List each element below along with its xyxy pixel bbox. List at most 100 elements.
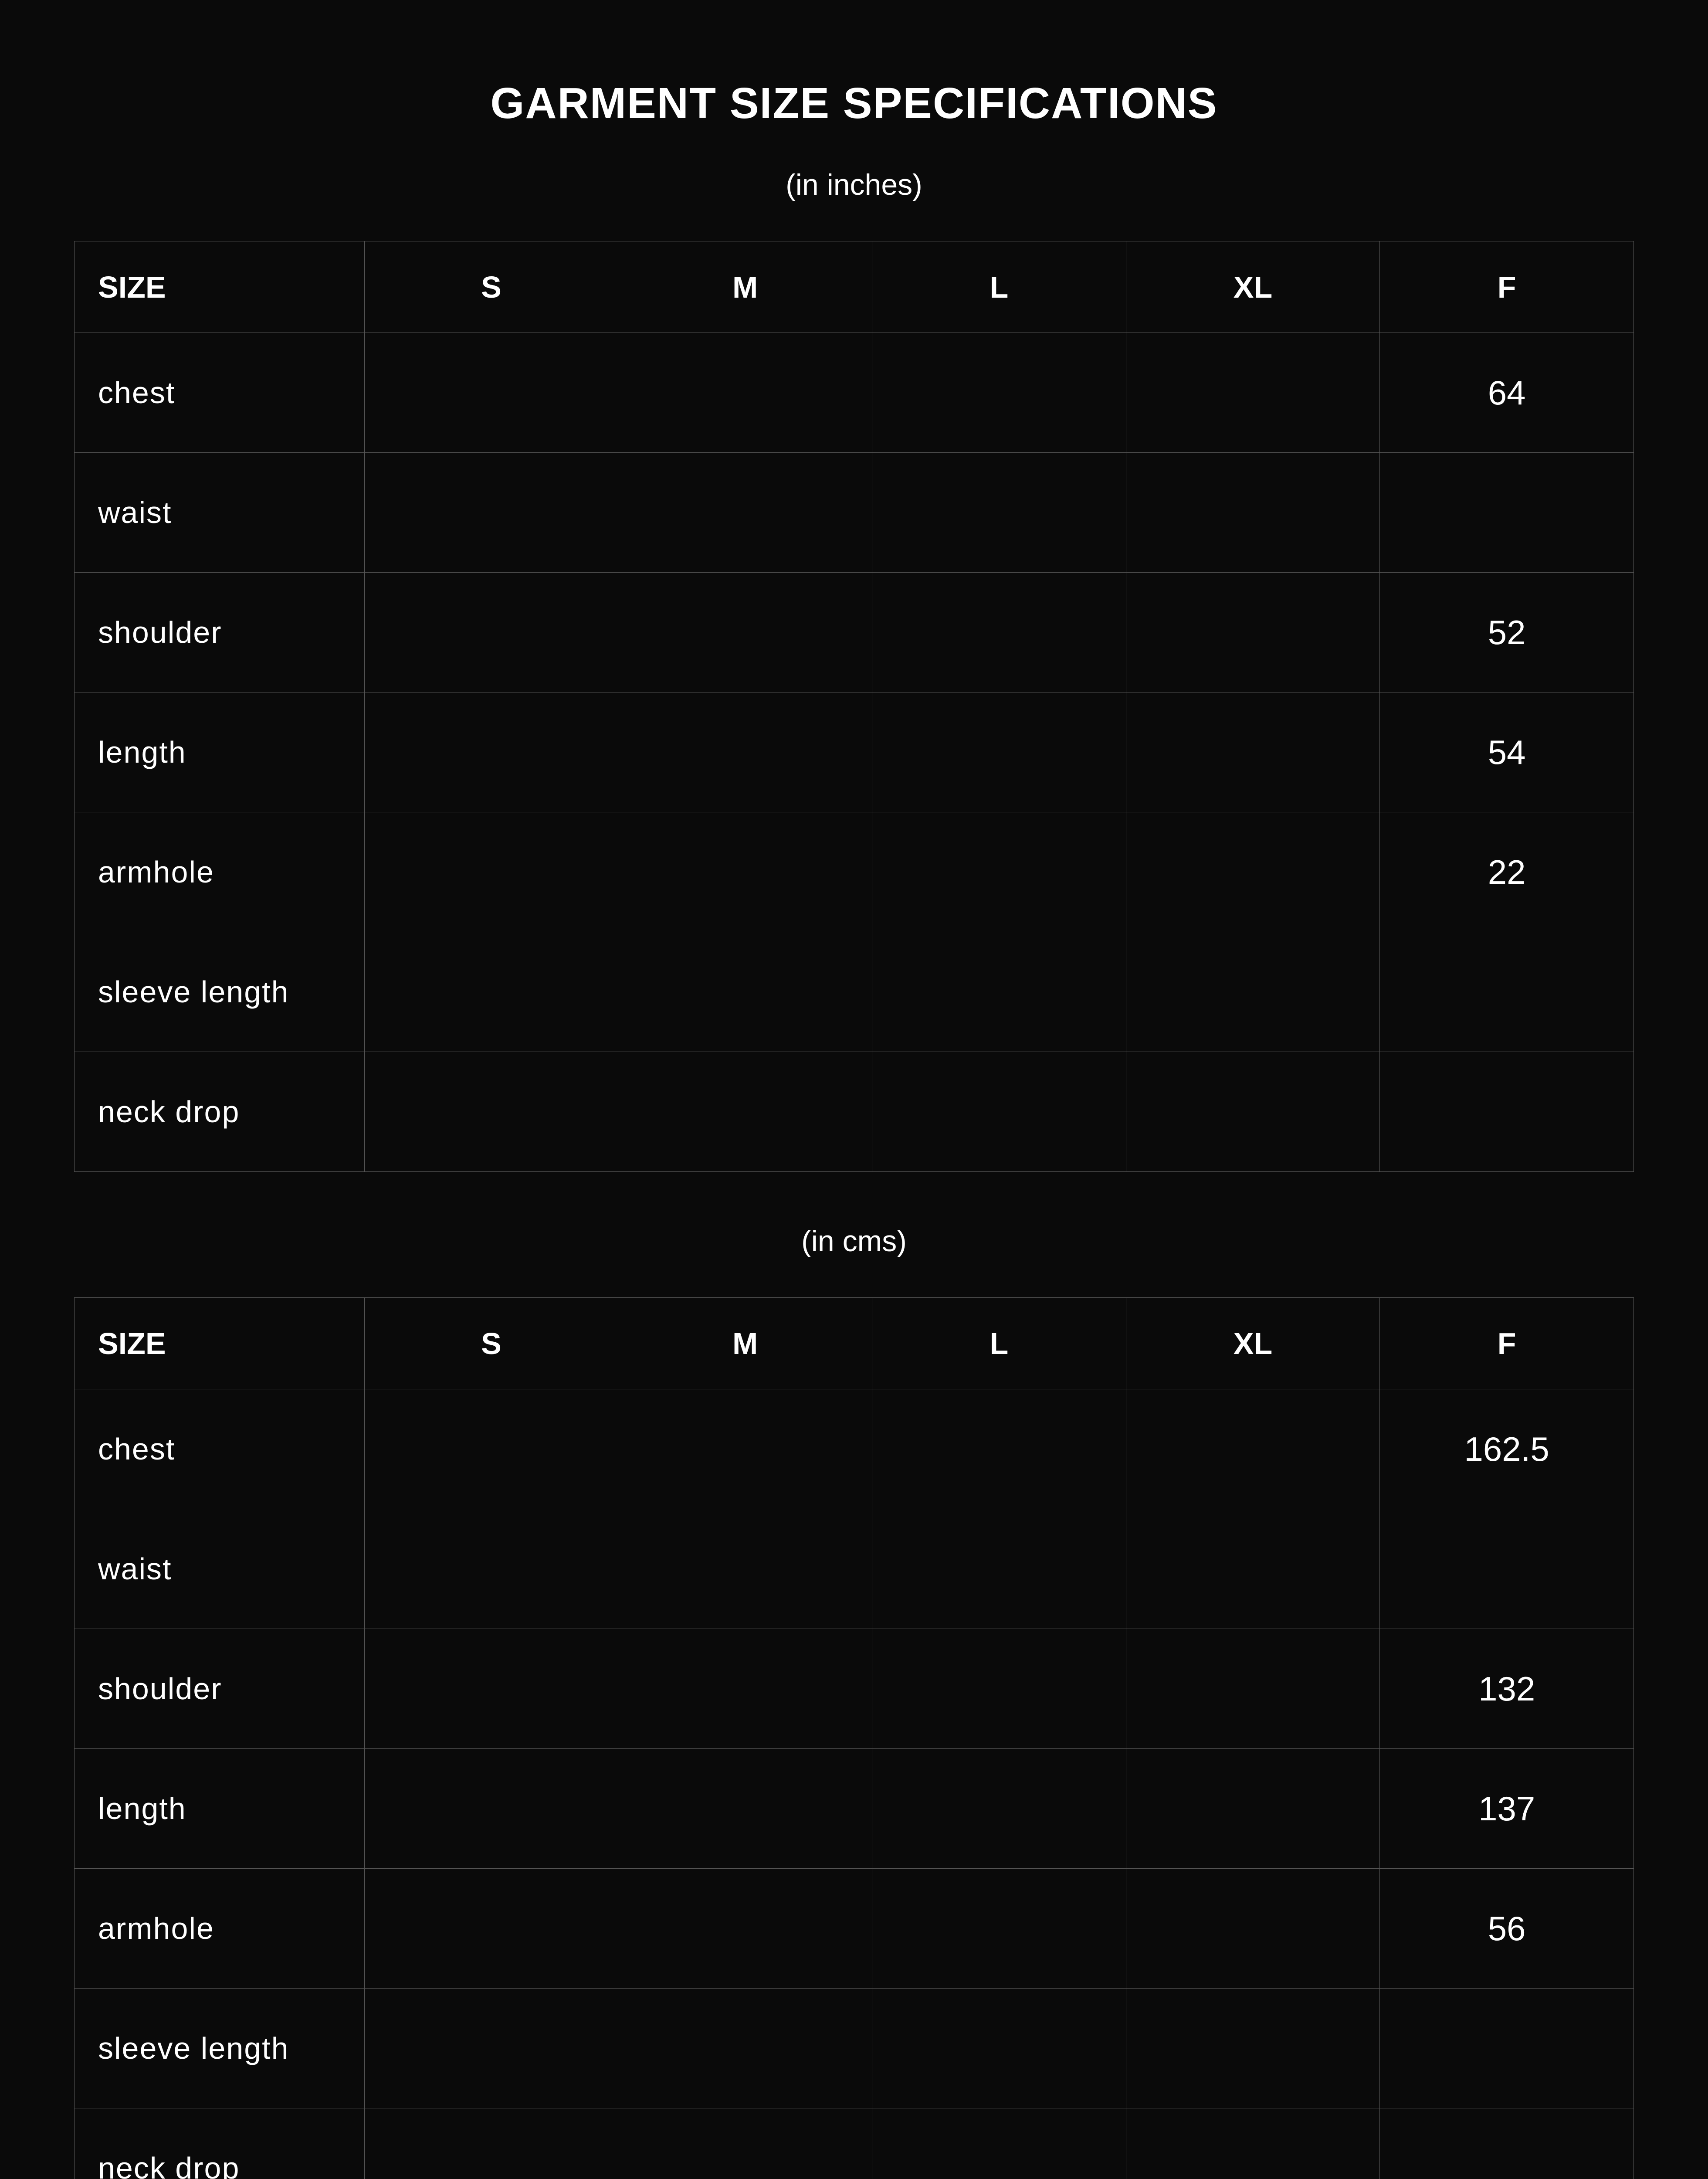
unit-label: (in inches): [74, 168, 1634, 202]
table-row: length 137: [75, 1749, 1634, 1869]
measurement-value: [618, 333, 872, 453]
size-table: SIZESMLXLFchest64waistshoulder 52 length 54…: [74, 241, 1634, 1172]
measurement-label: armhole: [75, 1869, 365, 1989]
measurement-value: [1126, 1509, 1380, 1629]
measurement-value: [364, 1052, 618, 1172]
measurement-value: [1126, 812, 1380, 932]
measurement-value: [872, 1869, 1126, 1989]
measurement-value: [1380, 1989, 1634, 2108]
size-column-header: SIZE: [75, 241, 365, 333]
table-row: armhole 22: [75, 812, 1634, 932]
measurement-value: [364, 692, 618, 812]
measurement-value: [364, 1989, 618, 2108]
measurement-value: [618, 1509, 872, 1629]
table-row: shoulder 132: [75, 1629, 1634, 1749]
measurement-value: [618, 932, 872, 1052]
size-column-header: L: [872, 1298, 1126, 1389]
measurement-label: waist: [75, 453, 365, 573]
measurement-value: [1126, 692, 1380, 812]
measurement-value: [872, 1052, 1126, 1172]
measurement-label: length: [75, 692, 365, 812]
measurement-value: [1126, 1389, 1380, 1509]
size-column-header: XL: [1126, 241, 1380, 333]
table-row: chest64: [75, 333, 1634, 453]
size-column-header: M: [618, 1298, 872, 1389]
measurement-value: 52: [1380, 573, 1634, 692]
measurement-value: [1126, 932, 1380, 1052]
measurement-value: [1126, 1989, 1380, 2108]
measurement-value: [872, 932, 1126, 1052]
size-spec-page: GARMENT SIZE SPECIFICATIONS (in inches) S…: [0, 0, 1708, 2179]
measurement-value: 162.5: [1380, 1389, 1634, 1509]
measurement-label: sleeve length: [75, 1989, 365, 2108]
measurement-label: neck drop: [75, 2108, 365, 2179]
measurement-value: 22: [1380, 812, 1634, 932]
measurement-value: [1380, 2108, 1634, 2179]
measurement-label: chest: [75, 1389, 365, 1509]
measurement-value: [872, 1389, 1126, 1509]
measurement-value: [872, 453, 1126, 573]
measurement-value: [618, 1869, 872, 1989]
measurement-value: [618, 1989, 872, 2108]
tables-container: (in inches)SIZESMLXLFchest64waistshoulde…: [74, 168, 1634, 2179]
table-row: waist: [75, 1509, 1634, 1629]
measurement-value: [618, 1052, 872, 1172]
measurement-value: [872, 2108, 1126, 2179]
size-column-header: M: [618, 241, 872, 333]
measurement-value: [364, 1389, 618, 1509]
measurement-label: shoulder: [75, 573, 365, 692]
table-row: chest 162.5: [75, 1389, 1634, 1509]
measurement-value: [872, 1629, 1126, 1749]
measurement-value: [1126, 453, 1380, 573]
table-row: sleeve length: [75, 932, 1634, 1052]
measurement-value: 132: [1380, 1629, 1634, 1749]
measurement-value: [1380, 1052, 1634, 1172]
measurement-label: neck drop: [75, 1052, 365, 1172]
measurement-value: [364, 333, 618, 453]
table-header-row: SIZESMLXLF: [75, 241, 1634, 333]
measurement-value: [618, 1749, 872, 1869]
measurement-value: [364, 573, 618, 692]
measurement-label: waist: [75, 1509, 365, 1629]
measurement-value: [872, 692, 1126, 812]
measurement-label: armhole: [75, 812, 365, 932]
table-row: neck drop: [75, 2108, 1634, 2179]
size-column-header: S: [364, 241, 618, 333]
measurement-value: [364, 1869, 618, 1989]
size-column-header: L: [872, 241, 1126, 333]
measurement-label: shoulder: [75, 1629, 365, 1749]
measurement-value: [872, 333, 1126, 453]
measurement-value: [1126, 333, 1380, 453]
measurement-value: [872, 573, 1126, 692]
table-row: length 54: [75, 692, 1634, 812]
measurement-value: 54: [1380, 692, 1634, 812]
table-row: shoulder 52: [75, 573, 1634, 692]
measurement-value: 56: [1380, 1869, 1634, 1989]
measurement-value: [1126, 1629, 1380, 1749]
measurement-value: [618, 1389, 872, 1509]
measurement-value: [364, 1509, 618, 1629]
size-column-header: XL: [1126, 1298, 1380, 1389]
size-table: SIZESMLXLFchest162.5waistshoulder132leng…: [74, 1297, 1634, 2179]
measurement-value: [618, 453, 872, 573]
measurement-value: [618, 1629, 872, 1749]
measurement-label: chest: [75, 333, 365, 453]
measurement-value: [872, 1749, 1126, 1869]
table-row: waist: [75, 453, 1634, 573]
measurement-value: [364, 453, 618, 573]
table-row: sleeve length: [75, 1989, 1634, 2108]
measurement-value: [364, 1629, 618, 1749]
page-title: GARMENT SIZE SPECIFICATIONS: [74, 78, 1634, 129]
measurement-value: [1380, 932, 1634, 1052]
measurement-value: [872, 1509, 1126, 1629]
measurement-value: [618, 692, 872, 812]
measurement-value: [618, 812, 872, 932]
measurement-value: [1380, 1509, 1634, 1629]
measurement-value: 137: [1380, 1749, 1634, 1869]
table-header-row: SIZESMLXLF: [75, 1298, 1634, 1389]
measurement-label: length: [75, 1749, 365, 1869]
table-row: neck drop: [75, 1052, 1634, 1172]
measurement-value: [364, 2108, 618, 2179]
size-column-header: F: [1380, 1298, 1634, 1389]
measurement-value: [364, 932, 618, 1052]
